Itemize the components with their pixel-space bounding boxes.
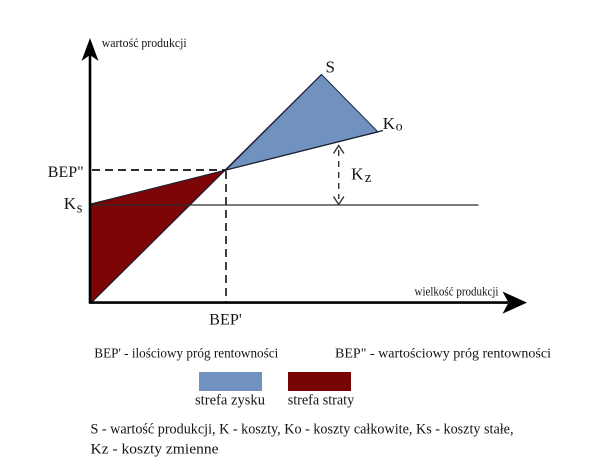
svg-text:S: S bbox=[326, 58, 335, 77]
svg-text:wartość produkcji: wartość produkcji bbox=[102, 35, 187, 50]
svg-text:S - wartość produkcji, K - kos: S - wartość produkcji, K - koszty, Ko - … bbox=[91, 422, 514, 438]
svg-text:strefa zysku: strefa zysku bbox=[195, 393, 265, 409]
svg-text:BEP' - ilościowy próg rentowno: BEP' - ilościowy próg rentowności bbox=[94, 347, 278, 362]
svg-text:BEP": BEP" bbox=[48, 164, 84, 181]
svg-text:K: K bbox=[351, 165, 364, 184]
svg-text:o: o bbox=[396, 120, 403, 135]
svg-text:wielkość produkcji: wielkość produkcji bbox=[415, 284, 499, 299]
svg-text:K: K bbox=[383, 114, 396, 133]
svg-text:Kz - koszty zmienne: Kz - koszty zmienne bbox=[91, 442, 219, 458]
svg-text:K: K bbox=[64, 194, 77, 213]
svg-text:s: s bbox=[77, 201, 83, 217]
svg-text:BEP" - wartościowy próg rentow: BEP" - wartościowy próg rentowności bbox=[335, 347, 551, 362]
svg-text:strefa straty: strefa straty bbox=[288, 393, 355, 409]
svg-text:BEP': BEP' bbox=[209, 312, 242, 329]
svg-text:z: z bbox=[365, 170, 372, 186]
